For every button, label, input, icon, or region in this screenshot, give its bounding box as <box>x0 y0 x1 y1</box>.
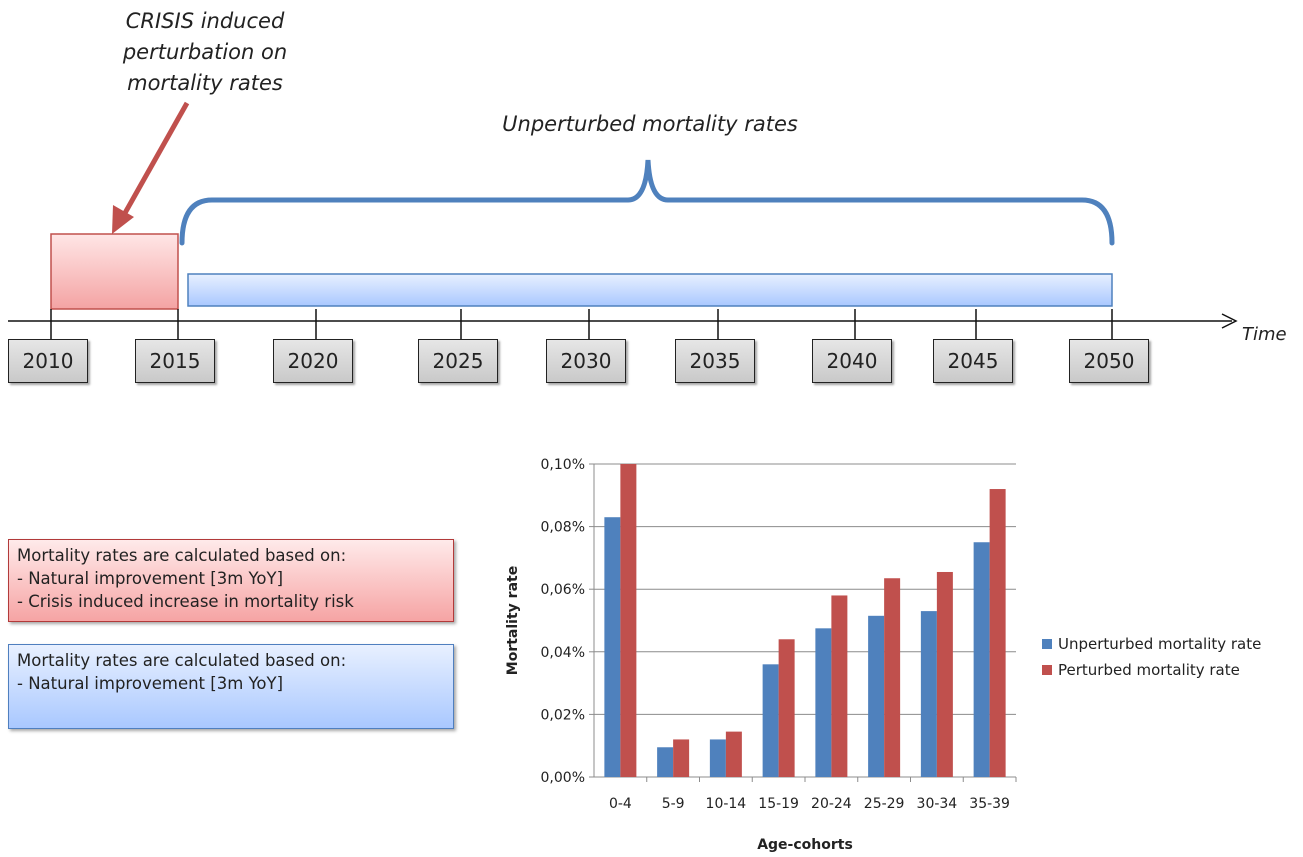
y-axis-title: Mortality rate <box>505 566 521 675</box>
x-tick-label: 25-29 <box>864 796 905 812</box>
time-axis <box>8 313 1238 329</box>
perturbed-bar <box>778 639 795 777</box>
year-box-2015: 2015 <box>135 339 215 383</box>
y-tick-label: 0,08% <box>541 520 585 536</box>
unperturbed-label: Unperturbed mortality rates <box>502 112 798 136</box>
year-box-2045: 2045 <box>933 339 1013 383</box>
legend-label: Perturbed mortality rate <box>1058 660 1240 679</box>
x-tick-label: 0-4 <box>609 796 632 812</box>
legend-swatch-unperturbed <box>1042 638 1052 649</box>
perturbed-bar <box>989 489 1006 777</box>
perturbed-bar <box>725 731 742 777</box>
year-box-2035: 2035 <box>675 339 755 383</box>
y-tick-label: 0,06% <box>541 582 585 598</box>
unperturbed-period-bar <box>187 273 1113 307</box>
year-box-2025: 2025 <box>418 339 498 383</box>
crisis-info-box: Mortality rates are calculated based on:… <box>8 539 454 622</box>
perturbed-bar <box>620 464 637 777</box>
chart-legend: Unperturbed mortality rate Perturbed mor… <box>1042 632 1261 684</box>
y-tick-label: 0,00% <box>541 770 585 786</box>
legend-label: Unperturbed mortality rate <box>1058 634 1262 653</box>
unperturbed-bar <box>815 628 832 777</box>
crisis-period-bar <box>50 233 179 310</box>
legend-item-perturbed: Perturbed mortality rate <box>1042 658 1261 681</box>
unperturbed-bar <box>973 542 990 777</box>
y-tick-label: 0,02% <box>541 707 585 723</box>
unperturbed-info-box: Mortality rates are calculated based on:… <box>8 644 454 729</box>
perturbed-bar <box>884 578 901 777</box>
x-tick-label: 5-9 <box>662 796 685 812</box>
legend-swatch-perturbed <box>1042 664 1052 675</box>
timeline-graphics <box>8 101 1238 340</box>
x-tick-label: 20-24 <box>811 796 852 812</box>
x-tick-label: 15-19 <box>758 796 799 812</box>
year-box-2050: 2050 <box>1069 339 1149 383</box>
unperturbed-bar <box>709 739 726 777</box>
unperturbed-brace <box>179 159 1115 246</box>
crisis-label-line: CRISIS induced <box>125 9 285 33</box>
unperturbed-bar <box>920 611 937 777</box>
unperturbed-bar <box>657 747 674 777</box>
year-box-2020: 2020 <box>273 339 353 383</box>
crisis-info-line: Mortality rates are calculated based on: <box>17 546 347 565</box>
crisis-label: CRISIS induced perturbation on mortality… <box>85 6 325 99</box>
x-axis-title: Age-cohorts <box>757 837 853 853</box>
y-tick-label: 0,04% <box>541 645 585 661</box>
unperturbed-bar <box>762 664 779 777</box>
unperturbed-info-line: Mortality rates are calculated based on: <box>17 651 347 670</box>
crisis-label-line: mortality rates <box>127 71 283 95</box>
legend-item-unperturbed: Unperturbed mortality rate <box>1042 632 1261 655</box>
perturbed-bar <box>936 571 953 777</box>
crisis-info-line: - Crisis induced increase in mortality r… <box>17 592 354 611</box>
x-tick-label: 35-39 <box>969 796 1010 812</box>
crisis-arrow <box>112 101 190 234</box>
x-tick-label: 30-34 <box>917 796 958 812</box>
x-tick-label: 10-14 <box>706 796 747 812</box>
unperturbed-bar <box>604 517 621 777</box>
year-box-2030: 2030 <box>546 339 626 383</box>
unperturbed-bar <box>868 615 885 777</box>
y-tick-label: 0,10% <box>541 457 585 473</box>
year-box-2040: 2040 <box>812 339 892 383</box>
year-box-2010: 2010 <box>8 339 88 383</box>
perturbed-bar <box>673 739 690 777</box>
time-axis-label: Time <box>1242 324 1287 345</box>
unperturbed-info-line: - Natural improvement [3m YoY] <box>17 674 284 693</box>
crisis-label-line: perturbation on <box>122 40 288 64</box>
crisis-info-line: - Natural improvement [3m YoY] <box>17 569 284 588</box>
perturbed-bar <box>831 595 848 777</box>
